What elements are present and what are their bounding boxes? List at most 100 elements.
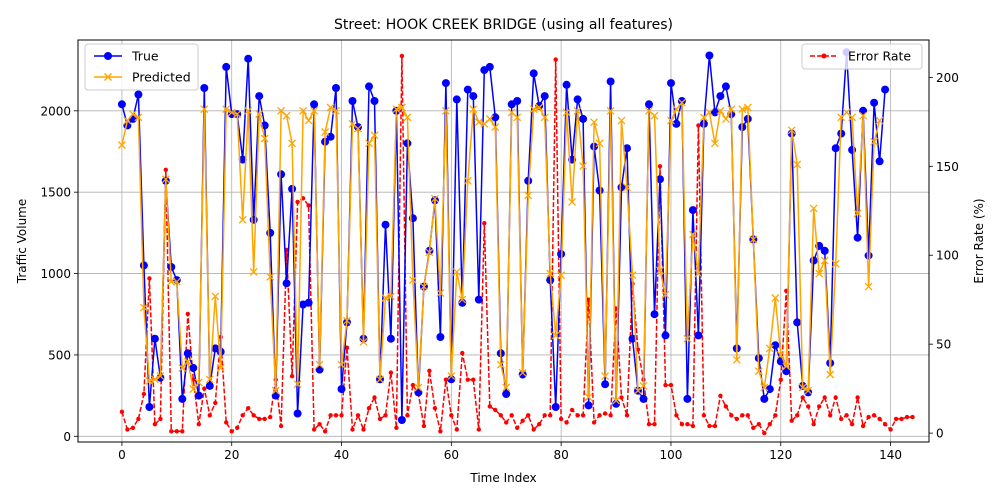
true-point [645,100,653,109]
predicted-point [189,385,198,394]
error-rate-point [685,422,690,427]
error-rate-point [806,404,811,409]
predicted-point [732,355,741,364]
predicted-point [381,294,390,302]
true-point [820,246,829,255]
true-point [337,385,346,394]
true-point [288,184,297,193]
right-y-axis-title: Error Rate (%) [972,198,986,283]
predicted-point [315,360,324,369]
true-point [705,51,714,60]
true-point [710,108,719,117]
error-rate-point [674,413,679,418]
predicted-point [376,375,384,384]
predicted-point [859,111,868,120]
error-rate-point [147,276,152,281]
true-point [623,144,631,153]
error-rate-point [246,406,251,411]
true-point [502,390,511,398]
error-rate-point [580,413,586,418]
error-rate-point [202,386,207,391]
predicted-point [491,123,500,132]
error-rate-point [520,418,525,423]
error-rate-point [278,423,284,429]
error-rate-point [460,350,465,356]
error-rate-point [569,407,575,413]
error-rate-point [163,167,168,172]
error-rate-point [328,413,333,418]
predicted-point [365,139,373,148]
predicted-point [540,113,549,122]
predicted-point [408,276,417,285]
error-rate-point [652,422,657,427]
left-y-tick-label: 500 [48,348,71,362]
predicted-point [183,357,192,366]
predicted-point [568,197,577,206]
predicted-point [738,105,747,114]
error-rate-point [350,427,355,432]
predicted-point [688,230,697,239]
error-rate-point [773,413,778,418]
predicted-point [672,105,681,114]
true-point [793,318,802,327]
true-point [469,92,478,101]
predicted-point [628,271,637,280]
x-axis-title: Time Index [469,471,536,485]
error-rate-point [762,430,767,436]
error-rate-point [696,123,701,128]
true-point [831,144,840,153]
predicted-point [271,386,280,395]
predicted-point [595,139,604,148]
error-rate-point [158,416,163,422]
error-rate-point [866,414,871,420]
true-point [255,92,264,101]
error-rate-point [740,413,745,418]
predicted-point [848,113,857,122]
predicted-point [145,377,154,385]
predicted-point [178,363,187,372]
true-point [282,279,291,288]
error-rate-point [174,429,179,434]
true-point [853,233,862,242]
true-point [189,363,198,372]
true-point [551,403,560,411]
predicted-point [584,393,593,402]
error-rate-point [800,395,805,400]
true-point [864,251,873,260]
predicted-point [513,113,522,122]
legend-right-box [801,43,923,70]
error-rate-point [229,429,234,434]
x-tick-label: 20 [224,448,239,462]
predicted-point [809,204,818,213]
x-tick-label: 60 [444,448,459,462]
error-rate-point [268,414,273,420]
error-rate-point [756,422,761,427]
true-point [150,334,159,343]
true-point [139,261,148,270]
predicted-point [826,370,835,379]
predicted-point [754,367,763,376]
error-rate-point [828,413,833,418]
predicted-point [211,292,220,301]
predicted-point [403,113,412,122]
predicted-point [535,103,544,112]
true-point [238,155,247,164]
error-rate-point [476,427,481,432]
error-rate-point [432,406,438,411]
legend-left: True Predicted [84,43,199,91]
error-rate-point [355,413,361,418]
error-rate-point [542,413,547,418]
predicted-point [485,114,494,123]
error-rate-point [399,53,405,59]
predicted-point [765,344,774,353]
predicted-point [337,360,346,369]
left-y-axis: 0 500 1000 1500 2000 [40,104,78,444]
predicted-point [727,105,736,114]
error-rate-point [152,422,158,427]
true-point [293,409,302,418]
legend-true-marker [104,52,112,60]
error-rate-point [553,57,558,62]
true-point [639,394,648,403]
true-point [452,95,461,104]
error-rate-point [262,416,267,422]
